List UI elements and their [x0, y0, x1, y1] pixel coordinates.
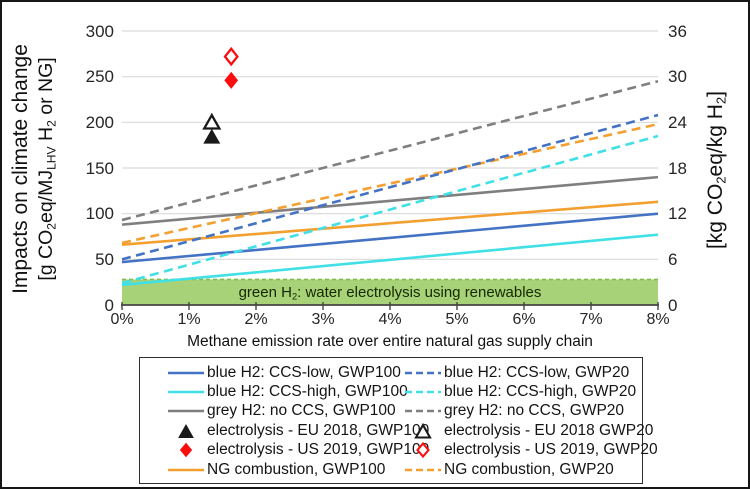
legend-swatch — [405, 442, 441, 459]
legend-item: NG combustion, GWP100 — [168, 460, 429, 479]
y-right-tick-30: 30 — [668, 67, 687, 87]
marker-electrolysis-us-2019-gwp100 — [224, 71, 239, 89]
y-right-tick-24: 24 — [668, 112, 687, 132]
x-axis-title: Methane emission rate over entire natura… — [187, 333, 593, 350]
x-tick-3%: 3% — [311, 311, 335, 328]
legend-item: electrolysis - US 2019, GWP20 — [405, 441, 658, 460]
x-tick-1%: 1% — [177, 311, 201, 328]
legend-item-label: blue H2: CCS-low, GWP100 — [207, 363, 401, 381]
y-right-tick-0: 0 — [668, 295, 678, 315]
legend-item-label: electrolysis - US 2019, GWP100 — [207, 441, 430, 459]
legend-item-label: blue H2: CCS-low, GWP20 — [444, 363, 630, 381]
legend-item-label: blue H2: CCS-high, GWP100 — [207, 383, 408, 401]
legend-item-label: electrolysis - EU 2018 GWP20 — [444, 421, 654, 439]
legend-item: blue H2: CCS-high, GWP100 — [168, 382, 429, 401]
legend-swatch-line-dashed — [405, 390, 441, 394]
legend-swatch-diamond-undefined — [179, 442, 193, 458]
x-tick-0%: 0% — [110, 311, 134, 328]
series-ng-combustion-gwp20 — [121, 122, 659, 245]
legend-item-label: grey H2: no CCS, GWP100 — [207, 402, 396, 420]
marker-electrolysis-eu-2018-gwp100 — [203, 128, 221, 144]
legend-item: NG combustion, GWP20 — [405, 460, 658, 479]
series-blue-h2-ccs-low-gwp100 — [121, 212, 659, 264]
legend-item-label: electrolysis - US 2019, GWP20 — [444, 441, 658, 459]
green-h2-band — [122, 279, 658, 305]
x-tick-8%: 8% — [646, 311, 670, 328]
y-right-tick-6: 6 — [668, 249, 678, 269]
legend-swatch — [405, 403, 441, 419]
x-tick-7%: 7% — [579, 311, 603, 328]
legend-item: grey H2: no CCS, GWP20 — [405, 402, 658, 421]
legend-column-gwp100: blue H2: CCS-low, GWP100 blue H2: CCS-hig… — [168, 363, 429, 479]
legend-swatch — [405, 462, 441, 478]
legend-item: blue H2: CCS-low, GWP20 — [405, 363, 658, 382]
legend-swatch-line-solid — [168, 390, 204, 394]
x-tick-4%: 4% — [378, 311, 402, 328]
y-left-axis-title-line1: Impacts on climate change — [9, 44, 32, 294]
series-blue-h2-ccs-low-gwp20 — [121, 113, 659, 261]
y-left-tick-100: 100 — [85, 204, 114, 224]
legend-swatch — [168, 442, 204, 458]
legend-item-label: electrolysis - EU 2018, GWP100 — [207, 421, 430, 439]
y-right-tick-12: 12 — [668, 204, 687, 224]
series-grey-h2-no-ccs-gwp20 — [121, 79, 659, 222]
legend-item: blue H2: CCS-high, GWP20 — [405, 382, 658, 401]
legend-item: electrolysis - EU 2018, GWP100 — [168, 421, 429, 440]
legend-column-gwp20: blue H2: CCS-low, GWP20 blue H2: CCS-high… — [405, 363, 658, 479]
series-grey-h2-no-ccs-gwp100 — [121, 175, 659, 226]
series-blue-h2-ccs-high-gwp20 — [121, 134, 659, 285]
legend-swatch-line-dashed — [405, 468, 441, 471]
y-right-tick-18: 18 — [668, 158, 687, 178]
x-tick-5%: 5% — [445, 311, 469, 328]
triangle-icon — [178, 423, 194, 438]
marker-electrolysis-us-2019-gwp20 — [223, 46, 239, 67]
legend-swatch-line-solid — [168, 371, 204, 374]
legend-swatch — [405, 422, 441, 439]
y-left-tick-200: 200 — [85, 112, 114, 132]
y-left-tick-0: 0 — [104, 295, 114, 315]
legend-swatch-diamond-undefined — [416, 442, 430, 459]
legend-swatch — [168, 423, 204, 439]
diamond-icon — [416, 442, 430, 459]
y-right-axis-title: [kg CO2eq/kg H2] — [704, 90, 729, 250]
legend-item-label: blue H2: CCS-high, GWP20 — [444, 383, 637, 401]
legend-item: electrolysis - EU 2018 GWP20 — [405, 421, 658, 440]
legend-item: grey H2: no CCS, GWP100 — [168, 402, 429, 421]
legend-swatch — [168, 365, 204, 381]
y-left-tick-300: 300 — [85, 21, 114, 41]
legend-swatch-triangle-undefined — [178, 423, 194, 438]
diamond-icon — [179, 442, 193, 458]
green-h2-band-label: green H2: water electrolysis using renew… — [238, 284, 542, 302]
legend-swatch-line-dashed — [405, 410, 441, 413]
triangle-icon — [414, 422, 432, 439]
y-left-axis-title: Impacts on climate change [g CO2eq/MJLHV… — [8, 4, 62, 334]
y-right-tick-36: 36 — [668, 21, 687, 41]
legend-item-label: NG combustion, GWP20 — [444, 460, 614, 478]
legend-swatch — [168, 403, 204, 419]
y-left-axis-title-units: [g CO2eq/MJLHV H2 or NG] — [35, 57, 59, 281]
legend-swatch — [405, 365, 441, 381]
legend-swatch-line-solid — [168, 468, 204, 471]
legend-swatch-line-solid — [168, 410, 204, 413]
legend: blue H2: CCS-low, GWP100 blue H2: CCS-hig… — [139, 357, 658, 484]
series-ng-combustion-gwp100 — [121, 200, 659, 247]
y-left-tick-250: 250 — [85, 67, 114, 87]
y-left-tick-50: 50 — [95, 249, 114, 269]
legend-item-label: grey H2: no CCS, GWP20 — [444, 402, 625, 420]
marker-electrolysis-eu-2018-gwp20 — [202, 112, 222, 130]
legend-item: electrolysis - US 2019, GWP100 — [168, 441, 429, 460]
series-blue-h2-ccs-high-gwp100 — [121, 233, 659, 287]
legend-swatch — [168, 462, 204, 478]
legend-swatch — [168, 384, 204, 400]
legend-swatch-triangle-undefined — [414, 422, 432, 439]
x-tick-2%: 2% — [244, 311, 268, 328]
x-tick-6%: 6% — [512, 311, 536, 328]
legend-item: blue H2: CCS-low, GWP100 — [168, 363, 429, 382]
y-left-tick-150: 150 — [85, 158, 114, 178]
legend-swatch-line-dashed — [405, 371, 441, 374]
legend-swatch — [405, 384, 441, 400]
legend-item-label: NG combustion, GWP100 — [207, 460, 386, 478]
